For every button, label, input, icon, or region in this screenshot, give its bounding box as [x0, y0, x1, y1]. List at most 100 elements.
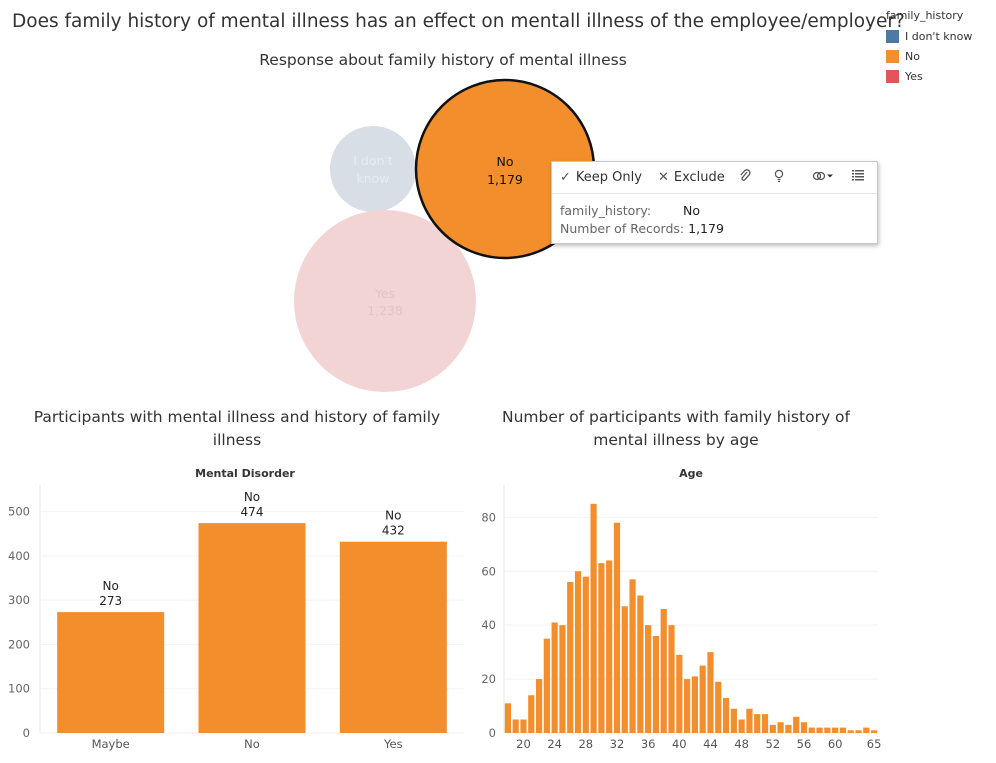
hist-bar [832, 727, 839, 733]
legend-item-yes[interactable]: Yes [886, 66, 972, 86]
hist-bar [551, 622, 558, 733]
hist-y-tick-label: 60 [481, 564, 496, 578]
hist-bar [684, 679, 691, 733]
hist-x-tick-label: 24 [547, 737, 562, 751]
bubble-no-label-2: 1,179 [487, 172, 523, 187]
bar-series-label: No [244, 490, 260, 504]
legend-item-idk[interactable]: I don't know [886, 26, 972, 46]
hist-bar [621, 606, 628, 733]
hist-x-tick-label: 20 [516, 737, 531, 751]
hist-bar [715, 681, 722, 733]
hist-bar [707, 652, 714, 733]
tooltip-actions: ✓ Keep Only ✕ Exclude [552, 162, 877, 194]
hist-bar [668, 625, 675, 733]
bubble-idk-circle[interactable] [330, 126, 416, 212]
hist-bar [528, 695, 535, 733]
legend-title: family_history [886, 9, 964, 22]
hist-bar [808, 727, 815, 733]
hist-bar [652, 635, 660, 733]
hist-bar [738, 719, 745, 733]
bubble-chart: I don't know Yes 1,238 No 1,179 [294, 78, 596, 392]
hist-bar [629, 579, 636, 733]
hist-bar [871, 730, 878, 733]
tooltip-key-records: Number of Records: [560, 221, 685, 236]
exclude-button[interactable]: ✕ Exclude [658, 170, 725, 185]
bubble-no[interactable]: No 1,179 [414, 78, 596, 260]
hist-bar [839, 727, 847, 733]
bubble-chart-title: Response about family history of mental … [259, 51, 627, 69]
hist-bar [590, 503, 597, 733]
bubble-yes[interactable]: Yes 1,238 [294, 210, 476, 392]
hist-bar [699, 665, 706, 733]
bar-value-label: 273 [99, 594, 122, 608]
bubble-idk-label-1: I don't [353, 153, 393, 168]
bar-value-label: 432 [382, 524, 405, 538]
exclude-label: Exclude [673, 170, 725, 185]
hist-x-tick-label: 65 [867, 737, 882, 751]
legend-label-yes: Yes [905, 69, 923, 83]
hist-bar [824, 727, 831, 733]
bubble-no-label-1: No [497, 154, 514, 169]
hist-bar [863, 727, 870, 733]
hist-bar [543, 638, 550, 733]
color-legend: family_history I don't know No Yes [886, 9, 972, 86]
hist-bar [606, 560, 613, 733]
mark-tooltip: ✓ Keep Only ✕ Exclude family_history: No… [551, 161, 878, 244]
bar-chart: Mental Disorder 0100200300400500No273May… [8, 467, 464, 751]
bar-x-tick-label: No [244, 737, 260, 751]
hist-bar [520, 719, 527, 733]
legend-swatch-yes [886, 69, 899, 83]
legend-label-idk: I don't know [905, 29, 973, 43]
hist-x-tick-label: 44 [703, 737, 718, 751]
bar-value-label: 474 [241, 505, 264, 519]
link-icon[interactable] [812, 169, 834, 186]
hist-x-tick-label: 52 [765, 737, 780, 751]
hist-bar [691, 676, 698, 733]
paperclip-icon[interactable] [739, 169, 751, 186]
hist-x-tick-label: 48 [734, 737, 749, 751]
hist-bar [793, 716, 800, 733]
legend-label-no: No [905, 49, 920, 63]
legend-swatch-no [886, 49, 899, 63]
lightbulb-icon[interactable] [774, 169, 784, 186]
bar-mark [198, 523, 306, 733]
hist-bar [769, 724, 776, 733]
bar-y-tick-label: 200 [8, 637, 30, 651]
tooltip-value-records: 1,179 [688, 221, 724, 236]
hist-chart-title-line2: mental illness by age [593, 431, 759, 449]
keep-only-button[interactable]: ✓ Keep Only [560, 170, 642, 185]
hist-bar [567, 582, 574, 733]
bar-mark [57, 612, 165, 733]
bubble-idk-label-2: know [356, 171, 389, 186]
bar-chart-header: Mental Disorder [195, 467, 295, 480]
view-data-icon[interactable] [852, 169, 864, 184]
tooltip-body: family_history: No Number of Records: 1,… [560, 203, 724, 239]
bubble-idk[interactable]: I don't know [330, 126, 416, 212]
hist-bar [504, 703, 511, 733]
bar-chart-title: Participants with mental illness and his… [12, 406, 462, 452]
bar-y-tick-label: 400 [8, 549, 30, 563]
hist-x-tick-label: 28 [578, 737, 593, 751]
bubble-yes-circle[interactable] [294, 210, 476, 392]
hist-bar [746, 708, 753, 733]
bubble-yes-label-1: Yes [374, 286, 395, 301]
hist-bar [777, 722, 784, 733]
hist-bar [847, 730, 854, 733]
hist-x-tick-label: 56 [797, 737, 812, 751]
hist-y-tick-label: 20 [481, 672, 496, 686]
hist-bar [582, 576, 589, 733]
hist-x-tick-label: 32 [610, 737, 625, 751]
bar-y-tick-label: 500 [8, 505, 30, 519]
legend-item-no[interactable]: No [886, 46, 972, 66]
hist-bar [785, 724, 792, 733]
hist-bar [559, 625, 566, 733]
hist-bar [816, 727, 823, 733]
hist-y-tick-label: 80 [481, 510, 496, 524]
hist-x-tick-label: 40 [672, 737, 687, 751]
bar-x-tick-label: Yes [383, 737, 403, 751]
hist-bar [637, 595, 644, 733]
bar-y-tick-label: 0 [23, 726, 30, 740]
hist-bar [730, 708, 737, 733]
bar-series-label: No [103, 579, 119, 593]
hist-bar [613, 522, 621, 733]
